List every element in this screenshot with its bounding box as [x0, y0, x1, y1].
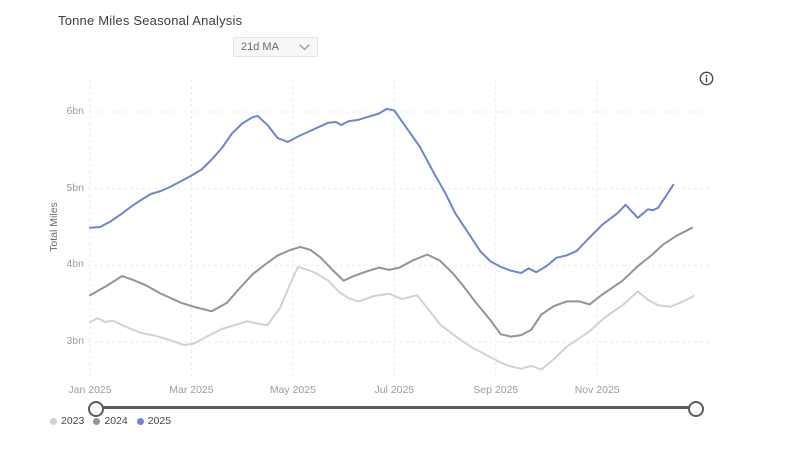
x-tick-label: May 2025	[269, 384, 316, 396]
range-slider-handle-right[interactable]	[688, 401, 704, 417]
legend-item-2024[interactable]: 2024	[93, 415, 128, 427]
legend-label: 2024	[104, 415, 128, 427]
info-icon[interactable]	[699, 71, 714, 86]
x-tick-label: Mar 2025	[169, 384, 214, 396]
legend-label: 2023	[61, 415, 85, 427]
y-tick-label: 3bn	[66, 335, 84, 347]
x-tick-label: Jan 2025	[68, 384, 112, 396]
ma-period-value: 21d MA	[241, 41, 279, 53]
y-tick-label: 4bn	[66, 258, 84, 271]
y-tick-label: 6bn	[66, 105, 84, 117]
x-tick-label: Jul 2025	[374, 384, 415, 396]
legend-dot-2024	[93, 417, 101, 425]
series-line-2025	[89, 107, 675, 274]
series-line-2024	[89, 226, 693, 338]
legend-label: 2025	[147, 415, 172, 427]
legend-item-2025[interactable]: 2025	[136, 415, 172, 427]
page-title: Tonne Miles Seasonal Analysis	[58, 13, 243, 28]
series-line-2023	[89, 265, 695, 371]
x-tick-label: Sep 2025	[473, 384, 519, 396]
legend-dot-2023	[50, 417, 57, 425]
range-slider-handle-left[interactable]	[88, 401, 104, 417]
chart-legend: 2023 2024 2025	[50, 415, 171, 427]
y-tick-label: 5bn	[66, 181, 84, 194]
range-slider-track[interactable]	[95, 406, 695, 409]
legend-item-2023[interactable]: 2023	[50, 415, 84, 427]
chevron-down-icon	[299, 43, 310, 51]
ma-period-dropdown[interactable]: 21d MA	[233, 37, 318, 57]
x-tick-label: Nov 2025	[574, 384, 620, 396]
legend-dot-2025	[136, 417, 144, 425]
